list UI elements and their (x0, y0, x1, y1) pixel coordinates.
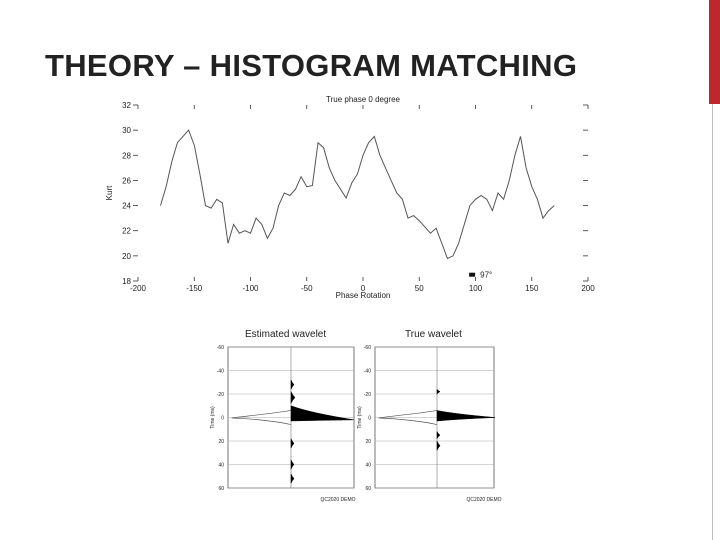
x-tick-label: 100 (469, 284, 483, 293)
kurtosis-series-line (160, 129, 555, 260)
estimated-wavelet-caption: Estimated wavelet (245, 329, 327, 340)
wavelet-trace (378, 410, 438, 425)
main-chart-title: True phase 0 degree (326, 95, 401, 104)
wavelet-lobe (436, 431, 441, 439)
wavelet-tick-label: 60 (365, 486, 371, 492)
x-tick-label: -100 (242, 284, 259, 293)
wavelet-tick-label: 0 (221, 416, 224, 422)
wavelet-tick-label: -40 (217, 369, 224, 375)
x-axis-label: Phase Rotation (336, 291, 391, 300)
wavelet-lobe (290, 391, 296, 404)
wavelet-lobe (436, 440, 441, 451)
wavelet-lobe (290, 379, 295, 390)
wavelet-lobe (436, 410, 496, 422)
minimum-annotation: 97° (480, 271, 492, 280)
wavelet-y-axis-label: Time (ms) (357, 406, 363, 429)
y-tick-label: 18 (122, 277, 131, 286)
accent-bar (709, 0, 720, 104)
y-tick-label: 26 (122, 176, 131, 185)
y-tick-label: 28 (122, 151, 131, 160)
wavelet-tick-label: -60 (364, 345, 371, 351)
wavelet-tick-label: 40 (365, 463, 371, 469)
accent-divider-line (712, 104, 713, 540)
wavelet-footer: QC2020 DEMO (466, 497, 501, 503)
y-axis-label: Kurt (105, 185, 114, 200)
y-tick-label: 32 (122, 101, 131, 110)
wavelet-trace (231, 410, 292, 425)
slide-title: THEORY – HISTOGRAM MATCHING (45, 48, 578, 83)
wavelet-lobe (290, 459, 295, 470)
x-tick-label: 0 (361, 284, 366, 293)
y-tick-label: 20 (122, 252, 131, 261)
wavelet-tick-label: 60 (218, 486, 224, 492)
wavelet-lobe (290, 473, 295, 484)
wavelet-tick-label: -60 (217, 345, 224, 351)
wavelet-tick-label: 0 (368, 416, 371, 422)
wavelet-tick-label: 20 (218, 439, 224, 445)
true-wavelet-caption: True wavelet (405, 329, 462, 340)
wavelet-tick-label: -40 (364, 369, 371, 375)
y-tick-label: 24 (122, 202, 131, 211)
wavelet-lobe (290, 438, 295, 449)
wavelet-tick-label: 40 (218, 463, 224, 469)
x-tick-label: -150 (186, 284, 203, 293)
wavelet-tick-label: -20 (364, 392, 371, 398)
wavelet-lobe (290, 405, 355, 422)
x-tick-label: 150 (525, 284, 539, 293)
wavelet-footer: QC2020 DEMO (320, 497, 355, 503)
wavelet-tick-label: -20 (217, 392, 224, 398)
wavelet-y-axis-label: Time (ms) (210, 406, 216, 429)
minimum-marker (469, 272, 476, 277)
y-tick-label: 30 (122, 126, 131, 135)
wavelet-lobe (436, 388, 441, 395)
x-tick-label: -50 (301, 284, 313, 293)
x-tick-label: 50 (415, 284, 424, 293)
x-tick-label: 200 (581, 284, 595, 293)
x-tick-label: -200 (130, 284, 147, 293)
y-tick-label: 22 (122, 227, 131, 236)
wavelet-tick-label: 20 (365, 439, 371, 445)
